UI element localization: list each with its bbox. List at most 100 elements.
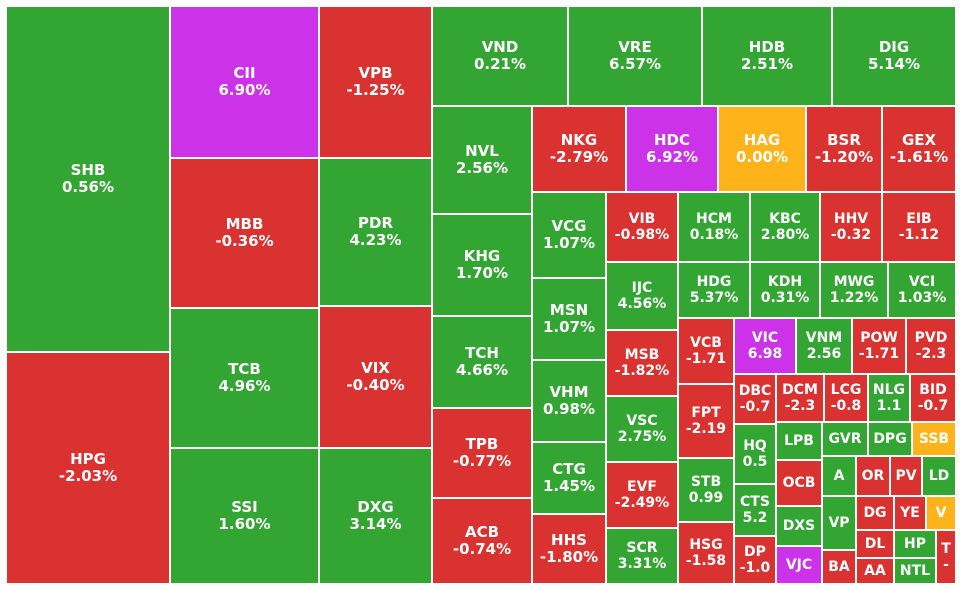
tile-vsc[interactable]: VSC 2.75% bbox=[606, 396, 678, 462]
tile-hdc[interactable]: HDC 6.92% bbox=[626, 106, 718, 192]
tile-cii[interactable]: CII 6.90% bbox=[170, 6, 319, 158]
tile-kbc[interactable]: KBC 2.80% bbox=[750, 192, 820, 262]
tile-dpg[interactable]: DPG bbox=[868, 422, 912, 456]
tile-dig[interactable]: DIG 5.14% bbox=[832, 6, 956, 106]
tile-lpb[interactable]: LPB bbox=[776, 422, 822, 460]
tile-dg[interactable]: DG bbox=[856, 496, 894, 530]
tile-pow[interactable]: POW -1.71 bbox=[852, 318, 906, 374]
tile-vnd[interactable]: VND 0.21% bbox=[432, 6, 568, 106]
tile-ticker: BSR bbox=[827, 130, 861, 149]
tile-msb[interactable]: MSB -1.82% bbox=[606, 330, 678, 396]
tile-hsg[interactable]: HSG -1.58 bbox=[678, 522, 734, 584]
tile-eib[interactable]: EIB -1.12 bbox=[882, 192, 956, 262]
tile-nvl[interactable]: NVL 2.56% bbox=[432, 106, 532, 214]
tile-hq[interactable]: HQ 0.5 bbox=[734, 424, 776, 484]
tile-hdb[interactable]: HDB 2.51% bbox=[702, 6, 832, 106]
tile-fpt[interactable]: FPT -2.19 bbox=[678, 384, 734, 458]
tile-ticker: DXS bbox=[782, 517, 816, 534]
tile-ssb[interactable]: SSB bbox=[912, 422, 956, 456]
tile-hdg[interactable]: HDG 5.37% bbox=[678, 262, 750, 318]
tile-hcm[interactable]: HCM 0.18% bbox=[678, 192, 750, 262]
tile-change: 2.51% bbox=[740, 55, 794, 73]
tile-change: 5.37% bbox=[689, 290, 739, 306]
tile-stb[interactable]: STB 0.99 bbox=[678, 458, 734, 522]
tile-hag[interactable]: HAG 0.00% bbox=[718, 106, 806, 192]
tile-gex[interactable]: GEX -1.61% bbox=[882, 106, 956, 192]
tile-ssi[interactable]: SSI 1.60% bbox=[170, 448, 319, 584]
tile-vcb[interactable]: VCB -1.71 bbox=[678, 318, 734, 384]
tile-dcm[interactable]: DCM -2.3 bbox=[776, 374, 824, 422]
tile-tpb[interactable]: TPB -0.77% bbox=[432, 408, 532, 498]
tile-vib[interactable]: VIB -0.98% bbox=[606, 192, 678, 262]
tile-vp[interactable]: VP bbox=[822, 496, 856, 550]
tile-mwg[interactable]: MWG 1.22% bbox=[820, 262, 888, 318]
tile-vix[interactable]: VIX -0.40% bbox=[319, 306, 432, 448]
tile-or[interactable]: OR bbox=[856, 456, 890, 496]
tile-acb[interactable]: ACB -0.74% bbox=[432, 498, 532, 584]
tile-dbc[interactable]: DBC -0.7 bbox=[734, 374, 776, 424]
tile-ijc[interactable]: IJC 4.56% bbox=[606, 262, 678, 330]
tile-tcb[interactable]: TCB 4.96% bbox=[170, 308, 319, 448]
tile-ye[interactable]: YE bbox=[894, 496, 926, 530]
tile-pv[interactable]: PV bbox=[890, 456, 922, 496]
tile-change: -1.0 bbox=[739, 560, 771, 576]
tile-vic[interactable]: VIC 6.98 bbox=[734, 318, 796, 374]
tile-vci[interactable]: VCI 1.03% bbox=[888, 262, 956, 318]
tile-scr[interactable]: SCR 3.31% bbox=[606, 528, 678, 584]
tile-hhv[interactable]: HHV -0.32 bbox=[820, 192, 882, 262]
tile-ba[interactable]: BA bbox=[822, 550, 856, 584]
tile-ntl[interactable]: NTL bbox=[894, 558, 936, 584]
tile-mbb[interactable]: MBB -0.36% bbox=[170, 158, 319, 308]
tile-ocb[interactable]: OCB bbox=[776, 460, 822, 506]
tile-nkg[interactable]: NKG -2.79% bbox=[532, 106, 626, 192]
tile-ctg[interactable]: CTG 1.45% bbox=[532, 442, 606, 514]
tile-vhm[interactable]: VHM 0.98% bbox=[532, 360, 606, 442]
tile-ld[interactable]: LD bbox=[922, 456, 956, 496]
tile-ticker: LD bbox=[928, 467, 950, 484]
tile-dxg[interactable]: DXG 3.14% bbox=[319, 448, 432, 584]
tile-hpg[interactable]: HPG -2.03% bbox=[6, 352, 170, 584]
tile-ticker: VPB bbox=[358, 63, 393, 82]
tile-v[interactable]: V bbox=[926, 496, 956, 530]
tile-evf[interactable]: EVF -2.49% bbox=[606, 462, 678, 528]
tile-vjc[interactable]: VJC bbox=[776, 546, 822, 584]
tile-dl[interactable]: DL bbox=[856, 530, 894, 558]
tile-gvr[interactable]: GVR bbox=[822, 422, 868, 456]
tile-ticker: TPB bbox=[465, 434, 499, 453]
tile-lcg[interactable]: LCG -0.8 bbox=[824, 374, 868, 422]
tile-dxs[interactable]: DXS bbox=[776, 506, 822, 546]
tile-hp[interactable]: HP bbox=[894, 530, 936, 558]
tile-change: 1.22% bbox=[829, 290, 879, 306]
tile-cts[interactable]: CTS 5.2 bbox=[734, 484, 776, 536]
tile-msn[interactable]: MSN 1.07% bbox=[532, 278, 606, 360]
tile-change: 0.99 bbox=[688, 490, 724, 506]
tile-vpb[interactable]: VPB -1.25% bbox=[319, 6, 432, 158]
tile-tch[interactable]: TCH 4.66% bbox=[432, 316, 532, 408]
tile-bid[interactable]: BID -0.7 bbox=[910, 374, 956, 422]
tile-aa[interactable]: AA bbox=[856, 558, 894, 584]
tile-change: 6.98 bbox=[747, 346, 783, 362]
tile-ticker: VND bbox=[481, 37, 519, 56]
tile-ticker: VJC bbox=[785, 556, 813, 573]
tile-ticker: VRE bbox=[618, 37, 652, 56]
tile-change: 0.98% bbox=[542, 400, 596, 418]
tile-t[interactable]: T- bbox=[936, 530, 956, 584]
tile-vnm[interactable]: VNM 2.56 bbox=[796, 318, 852, 374]
tile-change: -0.98% bbox=[614, 227, 670, 243]
tile-ticker: HDG bbox=[696, 273, 732, 290]
tile-dp[interactable]: DP -1.0 bbox=[734, 536, 776, 584]
tile-khg[interactable]: KHG 1.70% bbox=[432, 214, 532, 316]
tile-pvd[interactable]: PVD -2.3 bbox=[906, 318, 956, 374]
tile-pdr[interactable]: PDR 4.23% bbox=[319, 158, 432, 306]
tile-hhs[interactable]: HHS -1.80% bbox=[532, 514, 606, 584]
tile-bsr[interactable]: BSR -1.20% bbox=[806, 106, 882, 192]
tile-shb[interactable]: SHB 0.56% bbox=[6, 6, 170, 352]
tile-nlg[interactable]: NLG 1.1 bbox=[868, 374, 910, 422]
tile-ticker: DL bbox=[864, 535, 886, 552]
tile-vcg[interactable]: VCG 1.07% bbox=[532, 192, 606, 278]
tile-change: -2.3 bbox=[915, 346, 947, 362]
tile-kdh[interactable]: KDH 0.31% bbox=[750, 262, 820, 318]
tile-vre[interactable]: VRE 6.57% bbox=[568, 6, 702, 106]
tile-a[interactable]: A bbox=[822, 456, 856, 496]
tile-ticker: HQ bbox=[743, 437, 767, 454]
